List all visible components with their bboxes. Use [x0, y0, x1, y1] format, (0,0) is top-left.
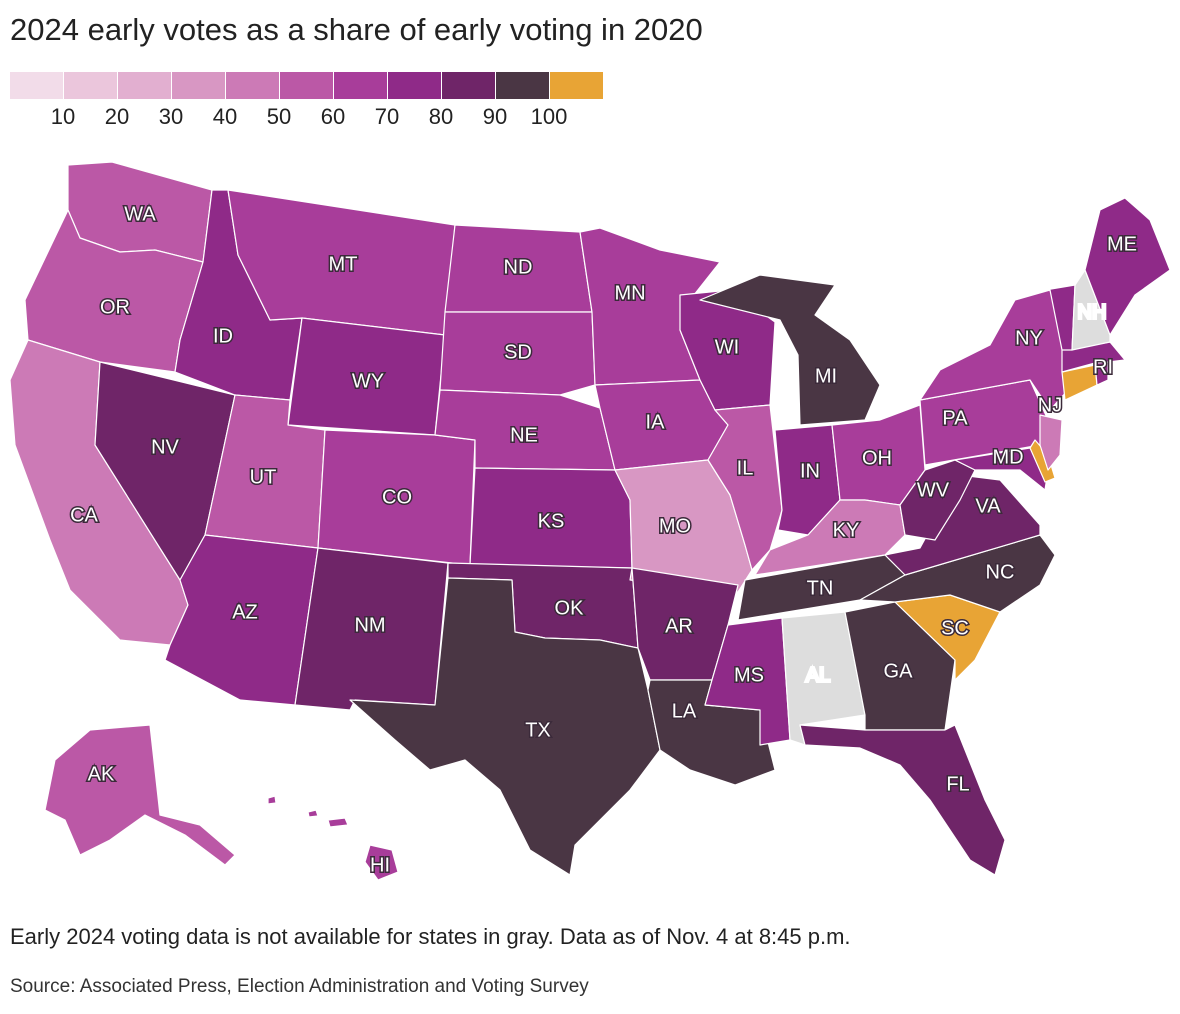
- state-label-RI: RI: [1093, 356, 1113, 378]
- legend-tick: 60: [320, 104, 346, 129]
- state-label-NJ: NJ: [1038, 394, 1062, 416]
- source-credit: Source: Associated Press, Election Admin…: [10, 976, 589, 997]
- state-label-LA: LA: [672, 700, 697, 722]
- legend-swatch-5: [280, 72, 333, 99]
- state-label-MD: MD: [992, 446, 1023, 468]
- state-SD[interactable]: [439, 311, 596, 396]
- state-label-KY: KY: [833, 519, 860, 541]
- legend-swatch-3: [172, 72, 225, 99]
- state-HI[interactable]: [267, 795, 399, 881]
- state-label-NC: NC: [986, 561, 1015, 583]
- state-label-NM: NM: [354, 614, 385, 636]
- state-label-NH: NH: [1078, 301, 1107, 323]
- state-label-HI: HI: [370, 854, 390, 876]
- legend-tick: 10: [50, 104, 76, 129]
- state-label-UT: UT: [250, 466, 277, 488]
- state-label-MS: MS: [734, 664, 764, 686]
- state-CO[interactable]: [317, 429, 476, 566]
- state-label-ID: ID: [213, 325, 233, 347]
- state-label-NY: NY: [1015, 327, 1043, 349]
- state-label-IA: IA: [646, 411, 666, 433]
- state-label-AK: AK: [88, 763, 115, 785]
- data-note: Early 2024 voting data is not available …: [10, 924, 851, 949]
- state-FL[interactable]: [799, 724, 1006, 876]
- state-MI[interactable]: [699, 274, 881, 426]
- state-label-PA: PA: [942, 407, 968, 429]
- state-label-SD: SD: [504, 341, 532, 363]
- state-label-ND: ND: [504, 256, 533, 278]
- state-WV[interactable]: [899, 459, 976, 541]
- legend-swatch-8: [442, 72, 495, 99]
- state-NH[interactable]: [1071, 269, 1111, 351]
- state-label-MN: MN: [614, 282, 645, 304]
- state-label-IN: IN: [800, 460, 820, 482]
- state-label-MI: MI: [815, 365, 837, 387]
- state-label-CO: CO: [382, 486, 412, 508]
- state-AK[interactable]: [44, 724, 236, 866]
- legend-swatch-2: [118, 72, 171, 99]
- color-legend: 10 20 30 40 50 60 70 80 90 100: [10, 72, 610, 132]
- state-label-WA: WA: [124, 203, 156, 225]
- legend-swatch-9: [496, 72, 549, 99]
- legend-tick: 20: [104, 104, 130, 129]
- legend-tick: 40: [212, 104, 238, 129]
- legend-tick: 80: [428, 104, 454, 129]
- state-label-AZ: AZ: [232, 601, 258, 623]
- state-label-MO: MO: [659, 515, 691, 537]
- legend-tick: 30: [158, 104, 184, 129]
- state-label-OR: OR: [100, 296, 130, 318]
- legend-tick: 70: [374, 104, 400, 129]
- state-label-WY: WY: [352, 370, 384, 392]
- state-label-NV: NV: [151, 436, 179, 458]
- state-labels: WA OR CA NV ID MT WY UT AZ CO NM ND SD NE KS OK TX MN IA MO…: [69, 202, 1139, 878]
- state-label-GA: GA: [884, 660, 914, 682]
- state-label-WV: WV: [917, 479, 950, 501]
- state-label-IL: IL: [737, 457, 754, 479]
- legend-swatch-4: [226, 72, 279, 99]
- state-label-TX: TX: [525, 719, 551, 741]
- legend-swatch-7: [388, 72, 441, 99]
- legend-tick: 90: [482, 104, 508, 129]
- legend-swatch-6: [334, 72, 387, 99]
- legend-swatch-0: [10, 72, 63, 99]
- legend-swatch-10: [550, 72, 603, 99]
- state-VT[interactable]: [1044, 284, 1076, 351]
- state-NJ[interactable]: [1039, 414, 1063, 471]
- state-label-MT: MT: [329, 253, 358, 275]
- state-label-OK: OK: [555, 597, 585, 619]
- state-label-OH: OH: [862, 447, 892, 469]
- state-label-WI: WI: [715, 336, 739, 358]
- state-label-AR: AR: [665, 615, 693, 637]
- state-label-KS: KS: [538, 510, 565, 532]
- state-label-AL: AL: [806, 664, 830, 686]
- legend-swatch-1: [64, 72, 117, 99]
- state-TX[interactable]: [349, 577, 661, 876]
- map-title: 2024 early votes as a share of early vot…: [10, 12, 703, 47]
- state-ME[interactable]: [1084, 197, 1171, 336]
- state-label-SC: SC: [941, 617, 969, 639]
- state-label-NE: NE: [510, 424, 538, 446]
- state-IL[interactable]: [707, 404, 783, 571]
- us-map: WA OR CA NV ID MT WY UT AZ CO NM ND SD NE KS OK TX MN IA MO…: [9, 161, 1171, 881]
- state-label-ME: ME: [1107, 233, 1137, 255]
- state-label-VA: VA: [975, 495, 1001, 517]
- state-label-FL: FL: [946, 773, 969, 795]
- state-label-CA: CA: [70, 504, 98, 526]
- legend-tick: 50: [266, 104, 292, 129]
- state-label-TN: TN: [807, 577, 834, 599]
- legend-tick: 100: [530, 104, 568, 129]
